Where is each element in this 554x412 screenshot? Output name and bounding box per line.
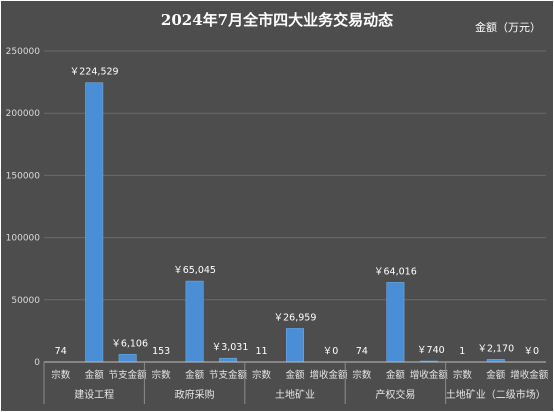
x-tick-label: 金额 (185, 369, 205, 381)
group-label: 土地矿业 (275, 388, 315, 401)
x-tick-label: 金额 (386, 369, 406, 381)
x-tick-label: 节支金额 (209, 369, 248, 381)
data-label: ￥64,016 (374, 266, 417, 277)
x-tick-label: 增收金额 (309, 369, 348, 381)
y-axis: 0 50000 100000 150000 200000 250000 (6, 47, 41, 368)
data-label: 153 (152, 346, 170, 357)
x-tick-label: 金额 (85, 369, 105, 381)
bar (85, 82, 104, 363)
y-tick-label: 50000 (11, 296, 40, 306)
x-tick-label: 增收金额 (410, 369, 449, 381)
data-label: ￥65,045 (173, 265, 216, 276)
bars (51, 82, 505, 363)
data-label: ￥224,529 (70, 67, 119, 78)
bar (285, 328, 305, 363)
data-labels: 74 ￥224,529 ￥6,106 153 ￥65,045 ￥3,031 11 ￥26,95… (55, 67, 539, 357)
x-tick-label: 金额 (486, 369, 506, 381)
bar (386, 282, 405, 363)
bar (219, 357, 238, 363)
data-label: 74 (55, 346, 67, 357)
y-tick-label: 100000 (6, 234, 41, 244)
y-tick-label: 250000 (6, 47, 41, 57)
bar (118, 354, 137, 363)
data-label: 74 (356, 346, 368, 357)
data-label: ￥6,106 (111, 338, 148, 349)
data-label: 11 (255, 346, 267, 357)
unit-label: 金额（万元） (475, 20, 541, 34)
data-label: ￥26,959 (274, 312, 317, 323)
chart-title: 2024年7月全市四大业务交易动态 (161, 11, 393, 29)
group-label: 产权交易 (375, 388, 415, 401)
y-tick-label: 150000 (6, 171, 41, 181)
x-tick-label: 宗数 (352, 369, 372, 381)
x-tick-label: 宗数 (51, 369, 71, 381)
y-tick-label: 0 (34, 358, 40, 368)
group-label: 政府采购 (175, 388, 215, 401)
data-label: 1 (459, 346, 465, 357)
data-label: ￥2,170 (477, 343, 514, 354)
x-tick-label: 宗数 (152, 369, 172, 381)
x-tick-label: 节支金额 (109, 369, 148, 381)
x-tick-label: 金额 (285, 369, 305, 381)
data-label: ￥0 (323, 346, 339, 357)
data-label: ￥3,031 (212, 342, 249, 353)
data-label: ￥740 (417, 345, 445, 356)
data-label: ￥0 (523, 346, 539, 357)
group-label: 土地矿业（二级市场） (446, 388, 546, 401)
y-tick-label: 200000 (6, 109, 41, 119)
x-tick-label: 宗数 (453, 369, 473, 381)
x-tick-label: 增收金额 (510, 369, 549, 381)
bar (185, 280, 204, 363)
group-label: 建设工程 (74, 388, 114, 401)
x-tick-label: 宗数 (252, 369, 272, 381)
